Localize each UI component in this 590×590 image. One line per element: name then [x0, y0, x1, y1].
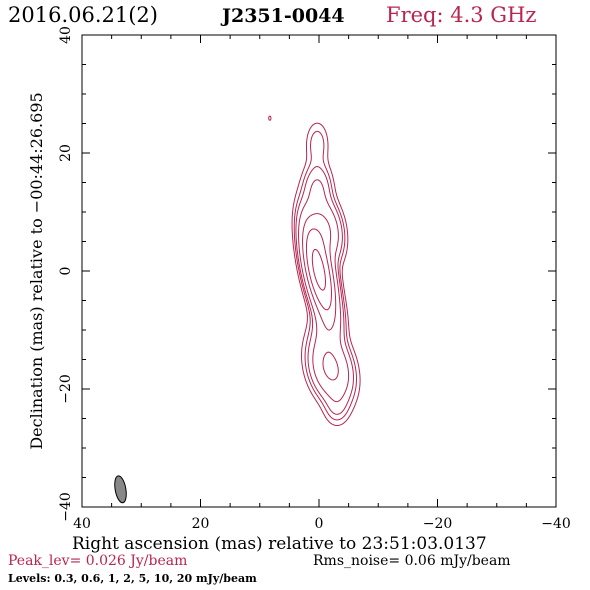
axis-ticks [81, 34, 557, 508]
contour-level [305, 228, 332, 311]
contour-level [302, 213, 339, 381]
y-tick-label: 0 [58, 267, 74, 276]
beam-ellipse [114, 475, 127, 504]
x-tick-label: 20 [192, 516, 210, 532]
y-axis-label: Declination (mas) relative to −00:44:26.… [27, 92, 46, 449]
plot-frame [81, 34, 557, 508]
y-tick-label: 40 [58, 26, 74, 44]
contour-levels: Levels: 0.3, 0.6, 1, 2, 5, 10, 20 mJy/be… [8, 572, 257, 585]
source-name: J2351-0044 [222, 5, 345, 27]
x-tick-label: 40 [73, 516, 91, 532]
contour-level [295, 166, 354, 415]
beam-group [114, 475, 127, 504]
y-tick-label: −20 [58, 374, 74, 404]
tick-labels: 40 20 0 −20 −40 −40 −20 0 20 40 [58, 26, 571, 532]
frequency-label: Freq: 4.3 GHz [386, 3, 537, 27]
peak-level: Peak_lev= 0.026 Jy/beam [8, 553, 188, 569]
x-tick-label: −20 [423, 516, 453, 532]
rms-noise: Rms_noise= 0.06 mJy/beam [313, 553, 511, 569]
y-tick-label: −40 [58, 492, 74, 522]
contour-level [298, 179, 350, 403]
x-tick-label: 0 [315, 516, 324, 532]
contour-level [268, 115, 361, 427]
contour-level [311, 248, 326, 291]
x-tick-label: −40 [541, 516, 571, 532]
contour-level [293, 130, 357, 421]
observation-date: 2016.06.21(2) [8, 3, 158, 27]
contour-group [268, 115, 361, 427]
y-tick-label: 20 [58, 144, 74, 162]
x-axis-label: Right ascension (mas) relative to 23:51:… [72, 534, 487, 554]
